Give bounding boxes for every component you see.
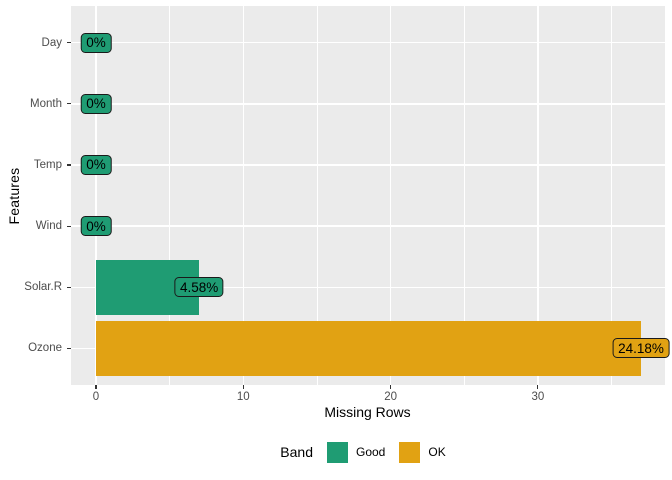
gridline-minor-vertical xyxy=(611,5,612,385)
x-tick-mark xyxy=(537,385,539,389)
bar-value-label: 0% xyxy=(80,32,112,53)
y-tick-label: Month xyxy=(30,97,62,110)
y-axis-title: Features xyxy=(6,166,22,224)
gridline-minor-vertical xyxy=(316,5,318,385)
legend-entry-ok: OK xyxy=(399,441,454,463)
y-tick-label: Temp xyxy=(33,158,62,171)
y-tick-mark xyxy=(66,286,71,288)
legend-swatch-ok xyxy=(399,441,421,463)
legend-entries: Good OK xyxy=(322,441,455,463)
y-tick-mark xyxy=(66,164,71,166)
gridline-major-vertical xyxy=(537,5,539,385)
bar-value-label: 24.18% xyxy=(612,338,670,359)
bar-ozone xyxy=(96,320,641,376)
x-tick-mark xyxy=(242,385,244,389)
gridline-minor-vertical xyxy=(463,5,465,385)
bar-value-label: 0% xyxy=(80,216,112,237)
legend-title: Band xyxy=(280,444,313,460)
plot-panel: 0% 0% 0% 0% 4.58% 24.18% xyxy=(70,5,670,385)
x-tick-label: 0 xyxy=(92,391,100,403)
y-tick-mark xyxy=(66,225,71,227)
x-tick-mark xyxy=(95,385,97,389)
legend-entry-good: Good xyxy=(327,441,394,463)
y-tick-label: Solar.R xyxy=(24,281,62,294)
bar-value-label: 4.58% xyxy=(174,277,224,298)
gridline-major-horizontal xyxy=(70,42,665,44)
y-tick-mark xyxy=(66,347,71,349)
x-tick-mark xyxy=(390,385,392,389)
legend: Band Good OK xyxy=(71,439,665,465)
y-tick-mark xyxy=(66,103,71,105)
legend-label: OK xyxy=(428,445,446,459)
bar-value-label: 0% xyxy=(80,93,112,114)
legend-label: Good xyxy=(356,445,386,459)
x-tick-label: 10 xyxy=(236,391,250,403)
x-tick-label: 20 xyxy=(384,391,397,403)
gridline-major-horizontal xyxy=(70,225,665,227)
gridline-major-vertical xyxy=(389,5,392,385)
gridline-major-horizontal xyxy=(70,286,665,288)
gridline-major-horizontal xyxy=(70,103,665,105)
gridline-major-horizontal xyxy=(70,164,665,166)
legend-swatch-good xyxy=(327,441,348,463)
gridline-major-vertical xyxy=(95,5,97,385)
bar-value-label: 0% xyxy=(80,154,112,175)
y-tick-label: Wind xyxy=(35,220,62,233)
gridline-major-vertical xyxy=(242,5,244,385)
x-tick-label: 30 xyxy=(531,391,545,403)
x-axis-title: Missing Rows xyxy=(324,404,411,420)
gridline-minor-vertical xyxy=(169,5,171,385)
y-tick-label: Ozone xyxy=(28,342,62,355)
y-tick-mark xyxy=(66,42,71,44)
y-tick-label: Day xyxy=(41,36,62,49)
